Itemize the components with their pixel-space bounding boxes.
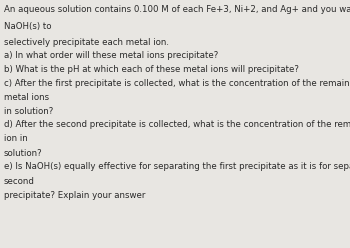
- Text: in solution?: in solution?: [4, 107, 53, 116]
- Text: metal ions: metal ions: [4, 93, 49, 102]
- Text: solution?: solution?: [4, 149, 42, 157]
- Text: ion in: ion in: [4, 134, 27, 143]
- Text: precipitate? Explain your answer: precipitate? Explain your answer: [4, 191, 145, 200]
- Text: c) After the first precipitate is collected, what is the concentration of the re: c) After the first precipitate is collec…: [4, 79, 350, 88]
- Text: e) Is NaOH(s) equally effective for separating the first precipitate as it is fo: e) Is NaOH(s) equally effective for sepa…: [4, 162, 350, 171]
- Text: second: second: [4, 177, 34, 186]
- Text: An aqueous solution contains 0.100 M of each Fe+3, Ni+2, and Ag+ and you want to: An aqueous solution contains 0.100 M of …: [4, 5, 350, 14]
- Text: d) After the second precipitate is collected, what is the concentration of the r: d) After the second precipitate is colle…: [4, 120, 350, 129]
- Text: a) In what order will these metal ions precipitate?: a) In what order will these metal ions p…: [4, 51, 218, 60]
- Text: NaOH(s) to: NaOH(s) to: [4, 22, 51, 31]
- Text: b) What is the pH at which each of these metal ions will precipitate?: b) What is the pH at which each of these…: [4, 65, 298, 74]
- Text: selectively precipitate each metal ion.: selectively precipitate each metal ion.: [4, 38, 168, 47]
